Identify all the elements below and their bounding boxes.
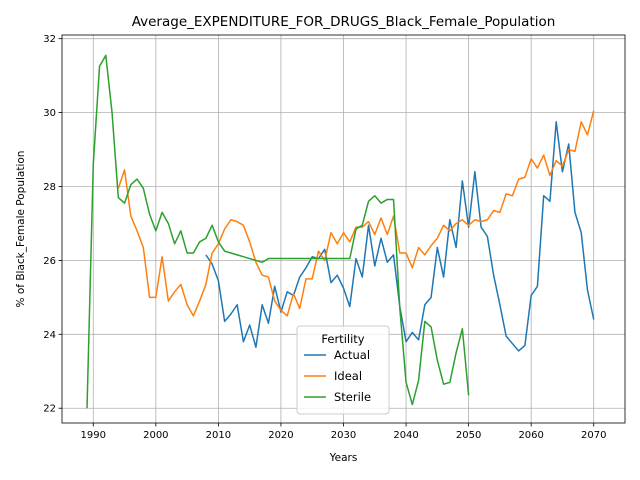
x-tick-label: 2010 xyxy=(206,430,231,441)
series-line-ideal xyxy=(117,110,595,317)
chart-title: Average_EXPENDITURE_FOR_DRUGS_Black_Fema… xyxy=(132,14,556,30)
series-lines xyxy=(86,54,595,409)
grid xyxy=(62,35,625,423)
legend-items: Actual Ideal Sterile xyxy=(304,348,371,404)
legend: Fertility Actual Ideal Sterile xyxy=(296,325,390,415)
series-line-sterile xyxy=(86,54,470,409)
x-tick-label: 2000 xyxy=(143,430,168,441)
legend-label-actual: Actual xyxy=(334,348,370,362)
legend-label-sterile: Sterile xyxy=(334,390,371,404)
x-tick-label: 2060 xyxy=(518,430,543,441)
x-tick-label: 2020 xyxy=(268,430,293,441)
y-tick-label: 24 xyxy=(43,330,56,341)
legend-box xyxy=(296,325,390,415)
x-tick-label: 2040 xyxy=(393,430,418,441)
x-tick-label: 1990 xyxy=(81,430,106,441)
axis-ticks: 1990 2000 2010 2020 2030 2040 2050 2060 2070 22 24… xyxy=(43,34,606,441)
y-tick-label: 32 xyxy=(43,34,56,45)
x-tick-label: 2030 xyxy=(331,430,356,441)
legend-title: Fertility xyxy=(321,332,364,346)
y-tick-label: 28 xyxy=(43,182,56,193)
x-axis-label: Years xyxy=(329,452,358,464)
y-tick-label: 30 xyxy=(43,108,56,119)
y-tick-label: 22 xyxy=(43,404,56,415)
y-tick-label: 26 xyxy=(43,256,56,267)
legend-label-ideal: Ideal xyxy=(334,369,362,383)
x-tick-label: 2070 xyxy=(581,430,606,441)
y-axis-label: % of Black_Female Population xyxy=(15,151,27,308)
x-tick-label: 2050 xyxy=(456,430,481,441)
